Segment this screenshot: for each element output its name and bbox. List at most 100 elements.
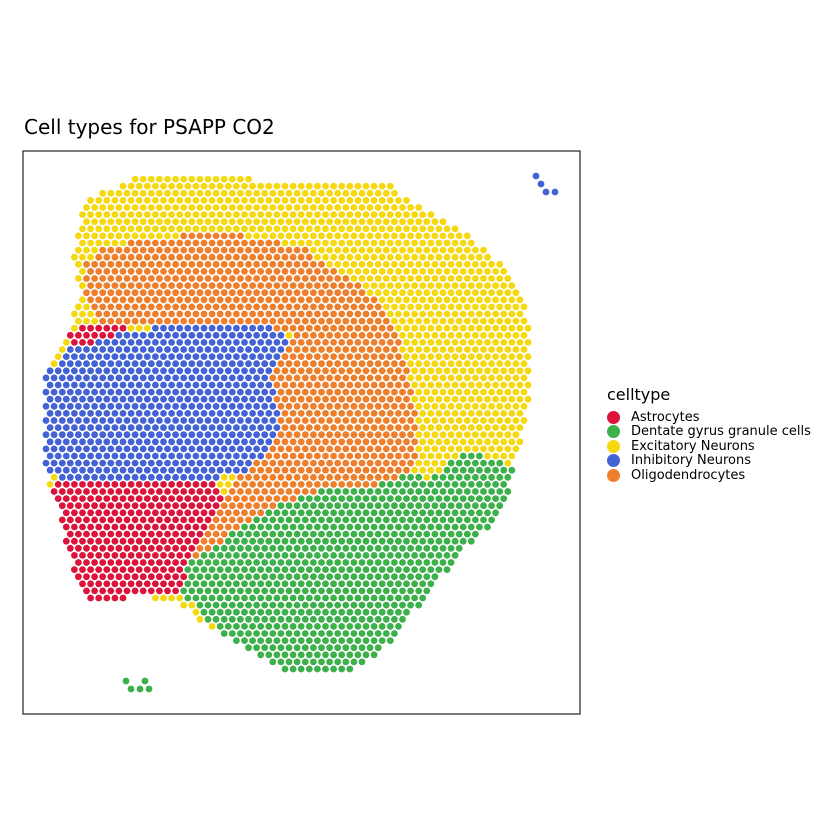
spot [334,232,342,240]
spot [411,268,418,275]
spot [378,381,386,389]
spot [245,573,252,581]
spot [75,402,82,410]
spot [131,402,139,410]
spot [435,410,443,417]
spot [95,197,103,204]
spot [463,260,471,268]
spot [253,431,260,439]
spot [237,260,244,268]
spot [99,559,107,566]
spot [79,552,86,559]
spot [334,303,342,311]
spot [301,431,309,439]
spot [297,395,305,403]
spot [443,310,451,318]
spot [127,395,135,403]
spot [115,218,123,226]
spot [305,296,313,304]
spot [318,630,325,637]
spot [257,509,265,517]
spot [58,360,66,368]
spot [399,232,406,240]
spot [382,346,390,353]
spot [123,516,131,524]
spot [447,232,455,240]
spot [435,424,443,431]
spot [228,488,236,495]
spot [480,402,487,410]
spot [220,459,228,467]
spot [95,310,103,318]
spot [79,523,86,531]
spot [285,573,293,581]
spot [160,481,167,488]
spot [512,346,520,353]
spot [508,410,516,417]
spot [188,402,196,410]
spot [188,275,196,282]
spot [455,502,463,510]
spot [350,615,358,623]
spot [500,452,508,460]
spot [289,367,297,375]
spot [293,346,301,353]
spot [99,246,107,254]
spot [95,537,103,545]
spot [310,658,317,666]
spot [168,197,176,204]
spot [127,296,135,304]
spot [289,424,297,431]
spot [431,232,439,240]
spot [455,246,463,254]
spot [204,544,212,552]
spot [257,438,265,446]
spot [245,559,252,566]
spot [447,346,455,353]
spot [224,623,232,630]
spot [484,466,491,474]
spot [520,303,528,311]
spot [500,424,508,431]
spot [358,331,366,339]
spot [492,282,499,289]
spot [119,566,127,573]
spot [508,339,516,346]
spot [472,473,479,481]
spot [103,481,111,488]
spot [220,204,228,211]
spot [119,268,127,275]
spot [192,211,200,219]
spot [160,537,167,545]
spot [427,580,435,588]
spot [318,530,325,538]
spot [350,417,358,424]
spot [374,516,382,524]
spot [208,182,216,190]
spot [237,473,244,481]
spot [391,275,398,282]
spot [289,608,297,616]
spot [297,594,305,602]
spot [439,303,447,311]
spot [241,523,248,531]
spot [208,339,216,346]
spot [241,182,248,190]
spot [172,360,180,368]
spot [139,331,147,339]
spot [273,197,281,204]
spot [382,601,390,609]
spot [220,559,228,566]
spot [500,381,508,389]
spot [342,516,350,524]
spot [476,466,483,474]
spot [212,374,220,382]
spot [342,388,350,396]
spot [127,537,135,545]
spot [253,218,260,226]
spot [358,544,366,552]
spot [293,246,301,254]
spot [301,289,309,297]
spot [342,232,350,240]
spot [111,509,119,517]
